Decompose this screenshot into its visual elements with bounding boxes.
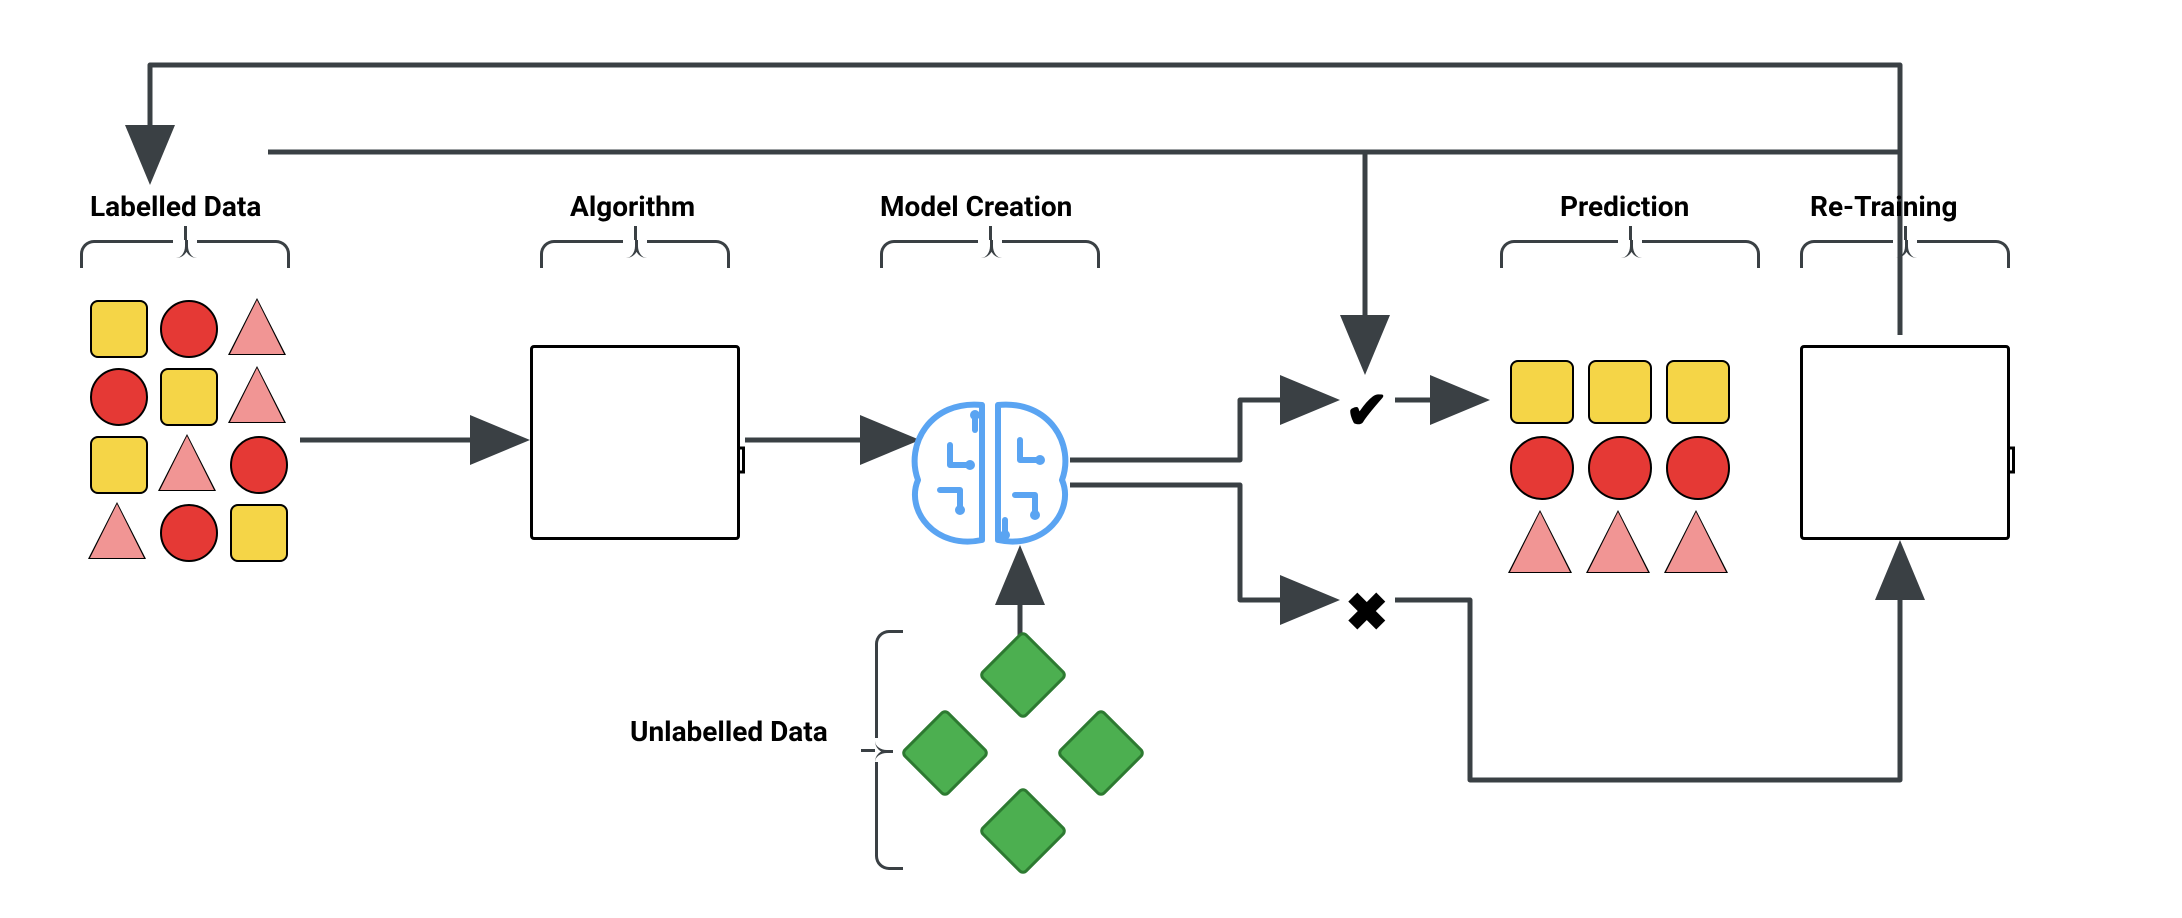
edge-cross-to-retrain: [1395, 550, 1900, 780]
data-shape: [230, 436, 288, 494]
data-shape: [1510, 436, 1574, 500]
edge-brain-to-cross: [1070, 485, 1330, 600]
brace-retraining: [1800, 240, 2010, 270]
brace-algorithm: [540, 240, 730, 270]
cross-icon: ✖: [1345, 582, 1389, 643]
data-shape: [90, 504, 144, 558]
algorithm-label: Algorithm: [570, 190, 695, 223]
check-icon: ✔: [1345, 380, 1389, 441]
data-shape: [1510, 360, 1574, 424]
data-shape: [1588, 512, 1648, 572]
unlabelled-data-label: Unlabelled Data: [630, 715, 828, 748]
data-shape: [160, 300, 218, 358]
unlabelled-shape: [1056, 708, 1147, 799]
data-shape: [1666, 436, 1730, 500]
data-shape: [1666, 512, 1726, 572]
unlabelled-shape: [978, 786, 1069, 877]
data-shape: [230, 504, 288, 562]
data-shape: [1588, 360, 1652, 424]
brain-icon: [915, 405, 1066, 542]
data-shape: [90, 368, 148, 426]
model-creation-label: Model Creation: [880, 190, 1072, 223]
labelled-data-grid: [90, 300, 284, 558]
data-shape: [230, 368, 284, 422]
data-shape: [90, 436, 148, 494]
data-shape: [160, 436, 214, 490]
brace-unlabelled: [875, 630, 905, 870]
unlabelled-shape: [978, 630, 1069, 721]
brace-labelled-data: [80, 240, 290, 270]
labelled-data-label: Labelled Data: [90, 190, 261, 223]
data-shape: [160, 504, 218, 562]
brace-model: [880, 240, 1100, 270]
data-shape: [1510, 512, 1570, 572]
data-shape: [1666, 360, 1730, 424]
data-shape: [90, 300, 148, 358]
unlabelled-shape: [900, 708, 991, 799]
brace-prediction: [1500, 240, 1760, 270]
prediction-label: Prediction: [1560, 190, 1689, 223]
data-shape: [160, 368, 218, 426]
diagram-stage: Labelled Data Algorithm Model Creation P…: [0, 0, 2182, 918]
retraining-box: [1800, 345, 2010, 540]
algorithm-box: [530, 345, 740, 540]
data-shape: [230, 300, 284, 354]
prediction-grid: [1510, 360, 1726, 572]
data-shape: [1588, 436, 1652, 500]
edge-brain-to-check: [1070, 400, 1330, 460]
retraining-label: Re-Training: [1810, 190, 1958, 223]
